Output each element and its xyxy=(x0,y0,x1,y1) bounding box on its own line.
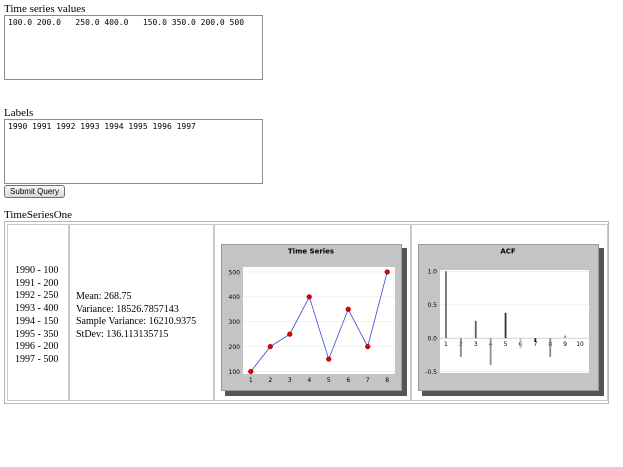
sample-variance-text: Sample Variance: 16210.9375 xyxy=(76,316,197,328)
labels-input[interactable]: 1990 1991 1992 1993 1994 1995 1996 1997 xyxy=(4,119,263,184)
x-tick-label: 5 xyxy=(504,341,508,348)
list-item: 1991 - 200 xyxy=(15,277,59,289)
x-tick-label: 5 xyxy=(327,377,331,384)
x-tick-label: 2 xyxy=(268,377,272,384)
acf-bar xyxy=(504,312,507,339)
time-series-chart: Time Series 100 200 300 400 500 1 2 3 4 5 6 7 8 xyxy=(221,244,407,396)
data-point xyxy=(345,306,351,312)
y-tick-label: 100 xyxy=(229,369,241,376)
y-tick-label: 0.5 xyxy=(427,302,437,309)
series-line xyxy=(250,271,388,372)
y-tick-label: 300 xyxy=(229,319,241,326)
data-point xyxy=(384,269,390,275)
chart-title: ACF xyxy=(500,248,516,256)
acf-bar xyxy=(459,338,462,357)
acf-bar xyxy=(579,338,581,339)
y-tick-label: 0.0 xyxy=(427,336,437,343)
data-point xyxy=(267,344,273,350)
y-tick-label: 1.0 xyxy=(427,269,437,276)
x-tick-label: 3 xyxy=(474,341,478,348)
acf-bar xyxy=(564,335,567,339)
y-tick-label: -0.5 xyxy=(425,369,437,376)
list-item: 1993 - 400 xyxy=(15,303,59,315)
time-series-chart-cell: Time Series 100 200 300 400 500 1 2 3 4 5 6 7 8 xyxy=(214,224,411,401)
list-item: 1997 - 500 xyxy=(15,353,59,365)
y-tick-label: 200 xyxy=(229,344,241,351)
y-tick-label: 400 xyxy=(229,294,241,301)
x-tick-label: 9 xyxy=(563,341,567,348)
acf-chart: ACF 1.00.50.0-0.512345678910 xyxy=(418,244,604,396)
plot-area xyxy=(440,270,589,373)
x-tick-label: 8 xyxy=(385,377,389,384)
data-point xyxy=(248,368,254,375)
plot-area xyxy=(243,267,395,374)
statistics-cell: Mean: 268.75 Variance: 18526.7857143 Sam… xyxy=(69,224,214,401)
x-tick-label: 10 xyxy=(576,341,584,348)
acf-bar xyxy=(549,338,552,357)
submit-query-button[interactable]: Submit Query xyxy=(4,185,65,198)
acf-bar xyxy=(534,338,537,342)
x-tick-label: 1 xyxy=(249,377,253,384)
chart-title: Time Series xyxy=(288,248,334,256)
acf-bar xyxy=(445,271,447,339)
x-tick-label: 1 xyxy=(444,341,448,348)
mean-text: Mean: 268.75 xyxy=(76,291,132,302)
list-item: 1992 - 250 xyxy=(15,290,59,302)
x-tick-label: 7 xyxy=(533,341,537,348)
result-heading: TimeSeriesOne xyxy=(4,209,73,221)
x-tick-label: 7 xyxy=(366,377,370,384)
data-point xyxy=(365,344,371,350)
y-tick-label: 500 xyxy=(229,269,241,276)
statistics-list: Mean: 268.75 Variance: 18526.7857143 Sam… xyxy=(76,291,196,342)
stdev-text: StDev: 136.113135715 xyxy=(76,329,169,341)
list-item: 1996 - 200 xyxy=(15,341,59,353)
values-label: Time series values xyxy=(4,3,86,15)
labels-label: Labels xyxy=(4,107,34,119)
x-tick-label: 6 xyxy=(346,377,350,384)
data-point xyxy=(287,331,293,337)
time-series-values-input[interactable]: 100.0 200.0 250.0 400.0 150.0 350.0 200.… xyxy=(4,15,263,80)
labeled-values-cell: 1990 - 100 1991 - 200 1992 - 250 1993 - … xyxy=(7,224,69,401)
variance-text: Variance: 18526.7857143 xyxy=(76,303,179,315)
acf-bar xyxy=(474,320,477,339)
x-tick-label: 3 xyxy=(288,377,292,384)
acf-bar xyxy=(489,338,492,365)
data-point xyxy=(326,356,332,362)
data-point xyxy=(306,294,312,300)
acf-chart-cell: ACF 1.00.50.0-0.512345678910 xyxy=(411,224,608,401)
acf-bar xyxy=(519,338,522,349)
result-table: 1990 - 100 1991 - 200 1992 - 250 1993 - … xyxy=(4,221,609,404)
list-item: 1990 - 100 xyxy=(15,265,59,276)
list-item: 1994 - 150 xyxy=(15,315,59,327)
x-tick-label: 4 xyxy=(307,377,311,384)
list-item: 1995 - 350 xyxy=(15,328,59,340)
labeled-values-list: 1990 - 100 1991 - 200 1992 - 250 1993 - … xyxy=(15,265,58,367)
